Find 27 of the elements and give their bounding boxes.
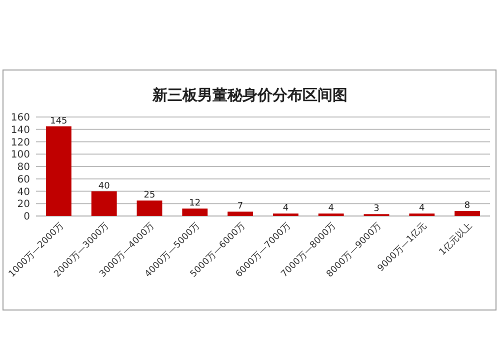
bar xyxy=(182,208,208,216)
bar xyxy=(46,126,72,216)
bar xyxy=(136,200,162,216)
data-label: 3 xyxy=(374,204,380,214)
y-tick-label: 120 xyxy=(10,137,30,148)
bar xyxy=(228,212,254,216)
data-label: 12 xyxy=(189,198,201,209)
bar xyxy=(91,191,117,216)
y-tick-label: 20 xyxy=(17,199,30,210)
data-label: 145 xyxy=(50,116,68,126)
y-tick-label: 0 xyxy=(24,212,30,222)
data-label: 4 xyxy=(328,204,334,214)
data-label: 8 xyxy=(464,201,470,212)
data-label: 4 xyxy=(419,204,426,214)
y-tick-label: 40 xyxy=(17,186,30,198)
data-label: 4 xyxy=(282,204,289,214)
y-tick-label: 100 xyxy=(10,150,30,161)
y-tick-label: 160 xyxy=(10,112,30,124)
y-tick-label: 80 xyxy=(17,162,30,173)
bar xyxy=(454,211,480,216)
y-tick-label: 140 xyxy=(10,124,30,136)
y-tick-label: 60 xyxy=(17,174,30,186)
chart-title: 新三板男董秘身价分布区间图 xyxy=(152,86,348,104)
data-label: 40 xyxy=(98,181,110,192)
data-label: 25 xyxy=(144,190,156,201)
data-label: 7 xyxy=(237,202,244,212)
x-tick-label: 1亿元以上 xyxy=(437,220,474,258)
